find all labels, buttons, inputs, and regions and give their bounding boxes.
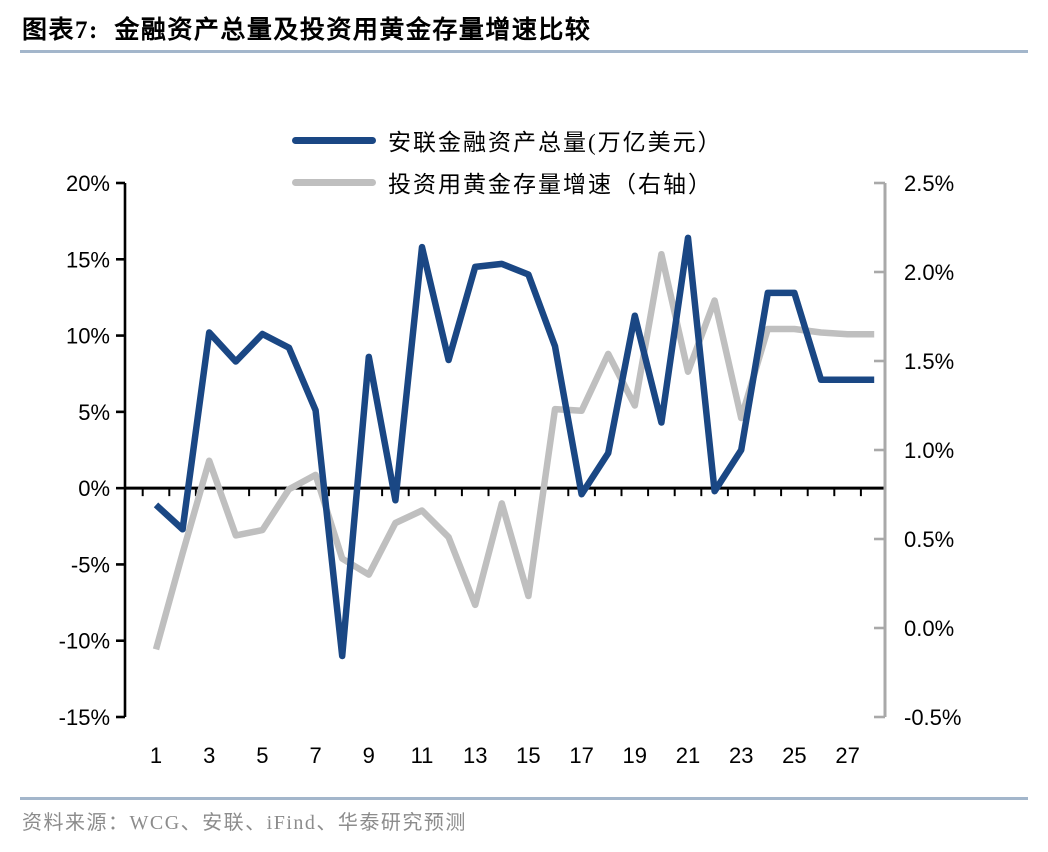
right-axis-tick-label: 1.0% — [904, 438, 954, 463]
legend-line-sample-gray — [292, 178, 376, 186]
right-axis-tick-label: 0.0% — [904, 616, 954, 641]
left-axis-tick-label: 0% — [78, 476, 110, 501]
x-axis-tick-label: 15 — [516, 743, 540, 768]
x-axis-tick-label: 21 — [676, 743, 700, 768]
x-axis-tick-label: 11 — [411, 743, 434, 768]
x-axis-tick-label: 19 — [623, 743, 647, 768]
left-axis-tick-label: 10% — [66, 324, 110, 349]
legend-label-gold-growth: 投资用黄金存量增速（右轴） — [388, 172, 713, 197]
x-axis-tick-label: 3 — [203, 743, 215, 768]
x-axis-tick-label: 27 — [835, 743, 859, 768]
x-axis-tick-label: 1 — [150, 743, 162, 768]
left-axis-tick-label: 5% — [78, 400, 110, 425]
x-axis-tick-label: 17 — [569, 743, 593, 768]
left-axis-tick-label: -15% — [59, 705, 110, 730]
x-axis-tick-label: 5 — [256, 743, 268, 768]
right-axis-tick-label: -0.5% — [904, 705, 961, 730]
right-axis-tick-label: 1.5% — [904, 349, 954, 374]
footer-divider-rule — [20, 797, 1028, 800]
left-axis-tick-label: -5% — [71, 552, 110, 577]
series-allianz-assets — [153, 234, 875, 660]
left-axis-tick-label: -10% — [59, 629, 110, 654]
legend-label-allianz-assets: 安联金融资产总量(万亿美元） — [388, 130, 723, 155]
title-underline-rule — [20, 50, 1028, 53]
x-axis-tick-label: 7 — [309, 743, 321, 768]
left-axis-tick-label: 20% — [66, 171, 110, 196]
legend-line-sample-blue — [292, 136, 376, 144]
right-axis-tick-label: 2.0% — [904, 260, 954, 285]
right-axis-tick-label: 0.5% — [904, 527, 954, 552]
x-axis-tick-label: 9 — [363, 743, 375, 768]
x-axis-tick-label: 13 — [463, 743, 487, 768]
right-axis-tick-label: 2.5% — [904, 171, 954, 196]
figure-title: 图表7: 金融资产总量及投资用黄金存量增速比较 — [22, 17, 592, 44]
left-axis-tick-label: 15% — [66, 247, 110, 272]
x-axis-tick-label: 25 — [782, 743, 806, 768]
source-note: 资料来源：WCG、安联、iFind、华泰研究预测 — [22, 812, 467, 834]
legend-item-allianz-assets: 安联金融资产总量(万亿美元） — [292, 129, 723, 155]
legend-item-gold-growth: 投资用黄金存量增速（右轴） — [292, 171, 713, 197]
x-axis-tick-label: 23 — [729, 743, 753, 768]
